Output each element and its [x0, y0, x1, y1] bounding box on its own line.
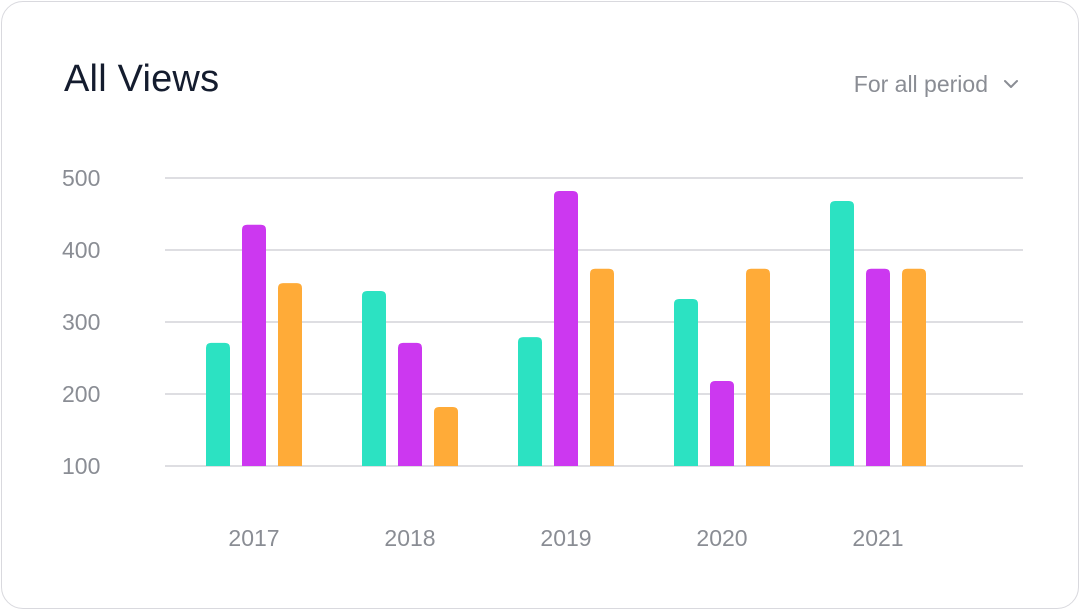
bar-2019-series-1	[518, 337, 542, 466]
x-tick-label: 2021	[852, 525, 903, 551]
y-tick-label: 200	[62, 381, 100, 407]
bar-2017-series-3	[278, 283, 302, 466]
y-tick-label: 100	[62, 453, 100, 479]
period-dropdown-label: For all period	[853, 71, 988, 97]
bar-2018-series-1	[362, 291, 386, 466]
x-tick-label: 2017	[228, 525, 279, 551]
bar-2018-series-3	[434, 406, 458, 466]
bar-2018-series-2	[398, 342, 422, 466]
y-tick-label: 500	[62, 165, 100, 191]
bar-2021-series-2	[866, 268, 890, 466]
bar-2020-series-3	[746, 268, 770, 466]
chevron-down-icon	[1004, 80, 1018, 88]
x-tick-label: 2018	[384, 525, 435, 551]
x-tick-label: 2019	[540, 525, 591, 551]
bar-2021-series-3	[902, 268, 926, 466]
x-tick-label: 2020	[696, 525, 747, 551]
y-tick-label: 400	[62, 237, 100, 263]
bar-2017-series-2	[242, 224, 266, 466]
period-dropdown[interactable]: For all period	[854, 70, 1020, 98]
bar-2017-series-1	[206, 342, 230, 466]
y-tick-label: 300	[62, 309, 100, 335]
bar-2020-series-2	[710, 381, 734, 466]
bar-2019-series-3	[590, 268, 614, 466]
bar-2021-series-1	[830, 201, 854, 467]
card-title: All Views	[64, 58, 220, 100]
bar-2020-series-1	[674, 298, 698, 466]
bar-2019-series-2	[554, 190, 578, 466]
